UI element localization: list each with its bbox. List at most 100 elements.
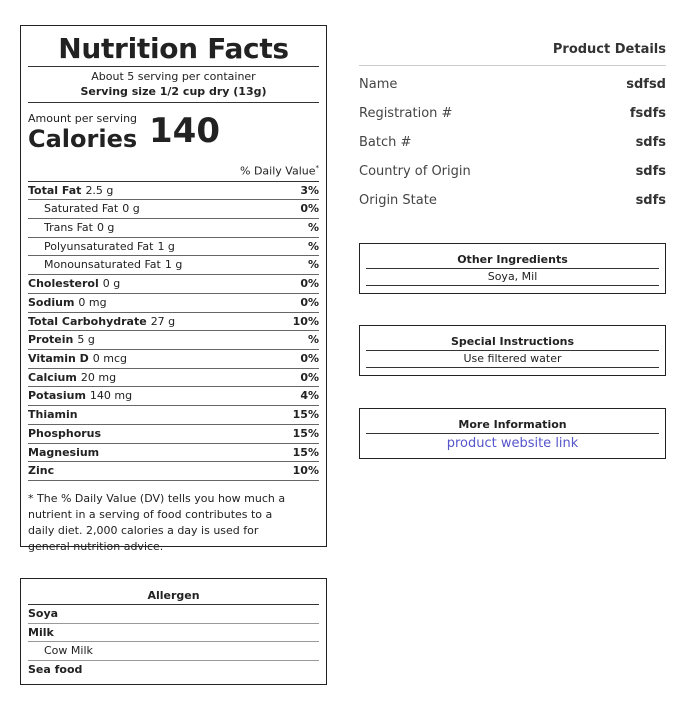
nutrient-label: Polyunsaturated Fat 1 g [28, 238, 175, 256]
nutrient-row: Saturated Fat 0 g 0% [28, 200, 319, 220]
product-detail-label: Name [359, 77, 398, 92]
nutrient-daily-value: % [307, 258, 319, 272]
nutrient-row: Phosphorus 15% [28, 425, 319, 444]
allergen-item: Milk [28, 624, 319, 642]
nutrient-name: Protein [28, 333, 74, 347]
product-detail-value: fsdfs [629, 106, 666, 121]
nutrient-amount: 0 mg [78, 295, 107, 309]
nutrient-row: Zinc 10% [28, 462, 319, 481]
nutrient-daily-value: 0% [300, 370, 319, 384]
daily-value-header-label: % Daily Value [240, 164, 316, 178]
nutrient-name: Saturated Fat [44, 202, 119, 216]
nutrient-label: Potasium 140 mg [28, 387, 132, 405]
product-detail-row: Origin State sdfs [359, 186, 666, 215]
nutrient-amount: 0 g [96, 221, 115, 235]
nutrient-row: Protein 5 g% [28, 331, 319, 350]
nutrient-amount: 2.5 g [85, 183, 114, 197]
more-information-panel: More Information product website link [359, 408, 666, 459]
nutrient-name: Sodium [28, 295, 75, 309]
nutrient-daily-value: 0% [300, 202, 319, 216]
nutrient-name: Cholesterol [28, 277, 99, 291]
nutrient-row: Cholesterol 0 g 0% [28, 275, 319, 294]
nutrient-amount: 0 g [102, 277, 121, 291]
allergen-item: Soya [28, 605, 319, 624]
nutrient-label: Sodium 0 mg [28, 294, 107, 312]
product-detail-value: sdfs [635, 193, 666, 208]
nutrient-amount: 5 g [77, 333, 95, 347]
product-detail-label: Batch # [359, 135, 412, 150]
nutrient-daily-value: 0% [300, 351, 319, 365]
nutrient-daily-value: 10% [292, 314, 319, 328]
more-information-title: More Information [366, 418, 659, 434]
nutrient-name: Monounsaturated Fat [44, 258, 161, 272]
nutrient-name: Calcium [28, 370, 77, 384]
other-ingredients-title: Other Ingredients [366, 253, 659, 269]
nutrient-name: Thiamin [28, 408, 78, 422]
nutrient-label: Trans Fat 0 g [28, 219, 114, 237]
nutrient-label: Saturated Fat 0 g [28, 200, 140, 218]
nutrient-name: Phosphorus [28, 426, 102, 440]
nutrient-daily-value: 15% [292, 426, 319, 440]
nutrient-amount: 0 mcg [92, 351, 128, 365]
other-ingredients-text: Soya, Mil [366, 269, 659, 286]
nutrient-name: Potasium [28, 389, 86, 403]
nutrient-daily-value: 0% [300, 277, 319, 291]
daily-value-footnote: * The % Daily Value (DV) tells you how m… [28, 491, 286, 553]
nutrient-name: Total Carbohydrate [28, 314, 147, 328]
product-details-title: Product Details [359, 40, 666, 66]
product-detail-value: sdfsd [626, 77, 666, 92]
special-instructions-title: Special Instructions [366, 335, 659, 351]
nutrient-daily-value: 4% [300, 389, 319, 403]
nutrient-label: Calcium 20 mg [28, 369, 116, 387]
product-details-panel: Product Details Name sdfsd Registration # f… [359, 40, 666, 215]
nutrient-name: Trans Fat [44, 221, 93, 235]
nutrition-title: Nutrition Facts [58, 32, 289, 65]
calories-block: Amount per serving Calories 140 [28, 103, 319, 161]
nutrient-row: Magnesium 15% [28, 444, 319, 463]
nutrient-label: Zinc [28, 462, 54, 480]
nutrient-label: Thiamin [28, 406, 78, 424]
product-detail-row: Registration # fsdfs [359, 99, 666, 128]
nutrient-amount: 1 g [157, 239, 175, 253]
amount-per-serving-label: Amount per serving [28, 112, 138, 125]
divider [28, 102, 319, 103]
product-detail-value: sdfs [635, 164, 666, 179]
product-detail-row: Country of Origin sdfs [359, 157, 666, 186]
nutrient-row: Total Fat 2.5 g 3% [28, 182, 319, 201]
calories-label: Calories [28, 125, 138, 153]
nutrient-row: Potasium 140 mg 4% [28, 387, 319, 407]
nutrient-row: Thiamin 15% [28, 406, 319, 425]
nutrient-daily-value: % [307, 239, 319, 253]
nutrient-daily-value: 15% [292, 445, 319, 459]
product-website-link[interactable]: product website link [446, 436, 579, 451]
product-detail-label: Country of Origin [359, 164, 471, 179]
nutrient-row: Sodium 0 mg 0% [28, 294, 319, 313]
nutrient-daily-value: 3% [300, 183, 319, 197]
nutrient-name: Zinc [28, 464, 55, 478]
nutrient-amount: 140 mg [89, 389, 133, 403]
nutrient-label: Monounsaturated Fat 1 g [28, 256, 182, 274]
nutrient-label: Protein 5 g [28, 331, 95, 349]
allergen-panel: Allergen Soya Milk Cow Milk Sea food [20, 578, 327, 685]
nutrient-daily-value: % [307, 221, 319, 235]
nutrient-amount: 27 g [150, 314, 176, 328]
nutrient-row: Trans Fat 0 g% [28, 219, 319, 238]
nutrient-daily-value: 10% [292, 464, 319, 478]
serving-size: Serving size 1/2 cup dry (13g) [80, 85, 267, 98]
nutrient-amount: 20 mg [80, 370, 117, 384]
product-detail-value: sdfs [635, 135, 666, 150]
nutrient-amount: 0 g [122, 202, 140, 216]
nutrient-list: Total Fat 2.5 g 3% Saturated Fat 0 g 0% Trans … [28, 182, 319, 481]
special-instructions-panel: Special Instructions Use filtered water [359, 325, 666, 376]
product-detail-label: Origin State [359, 193, 437, 208]
nutrient-label: Magnesium [28, 444, 99, 462]
nutrient-label: Phosphorus [28, 425, 101, 443]
allergen-title: Allergen [28, 589, 319, 605]
divider [28, 66, 319, 67]
product-details-list: Name sdfsd Registration # fsdfs Batch # sdfs C… [359, 70, 666, 215]
allergen-list: Soya Milk Cow Milk Sea food [28, 605, 319, 678]
servings-per-container: About 5 serving per container [91, 70, 256, 83]
nutrient-label: Cholesterol 0 g [28, 275, 120, 293]
nutrient-name: Magnesium [28, 445, 100, 459]
